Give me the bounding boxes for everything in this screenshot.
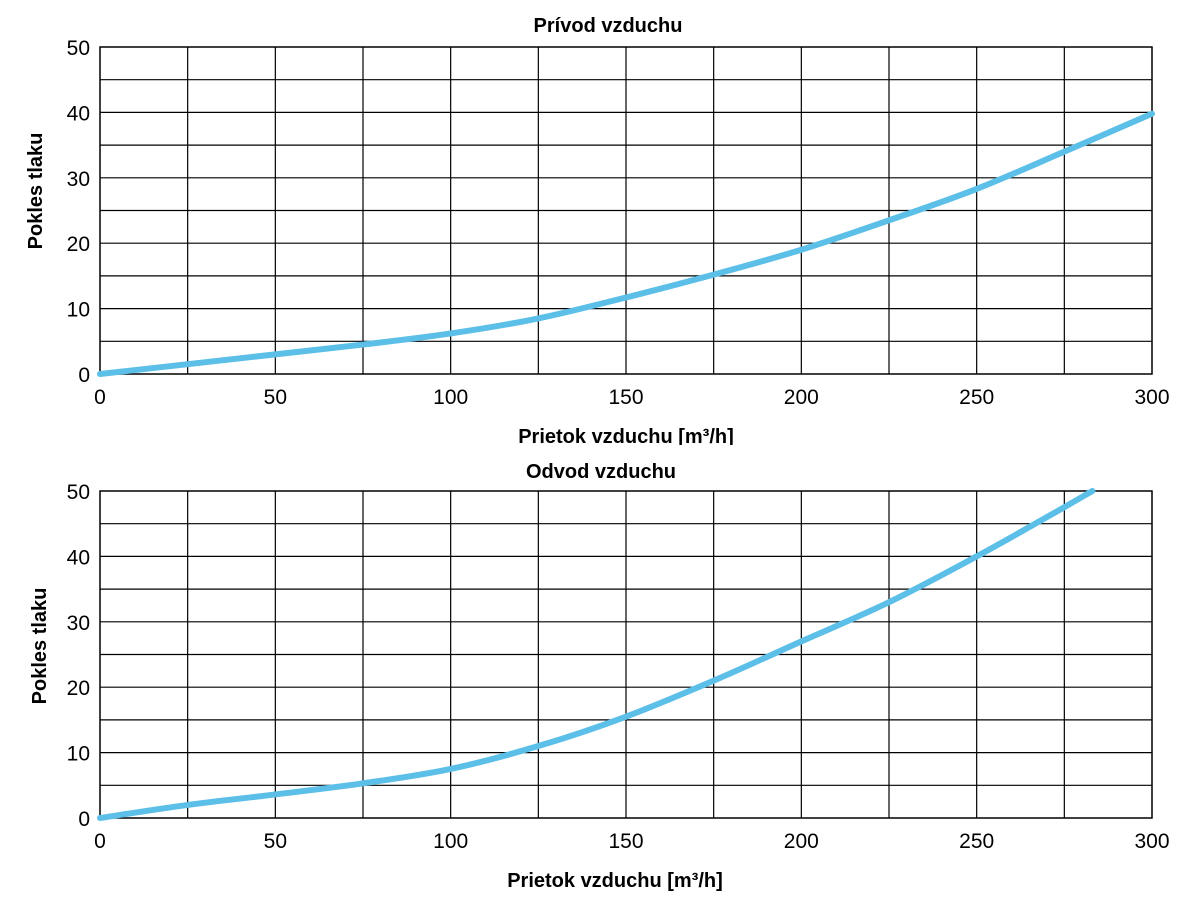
series-line <box>97 110 1155 377</box>
x-tick-label: 0 <box>94 830 106 853</box>
x-tick-label: 50 <box>264 830 287 853</box>
y-tick-label: 50 <box>67 37 90 60</box>
y-tick-label: 30 <box>67 612 90 635</box>
y-tick-label: 10 <box>67 743 90 766</box>
x-axis-label: Prietok vzduchu [m³/h] <box>518 426 734 445</box>
x-tick-label: 200 <box>784 830 819 853</box>
x-tick-label: 150 <box>608 830 643 853</box>
y-tick-label: 10 <box>67 299 90 322</box>
x-tick-label: 300 <box>1134 386 1169 409</box>
y-tick-label: 0 <box>78 364 90 387</box>
x-tick-label: 250 <box>959 386 994 409</box>
y-tick-label: 20 <box>67 677 90 700</box>
chart-title: Prívod vzduchu <box>534 15 683 37</box>
y-tick-label: 40 <box>67 546 90 569</box>
y-tick-label: 40 <box>67 102 90 125</box>
chart-privod: Prívod vzduchu Pokles tlaku Prietok vzdu… <box>0 0 1200 445</box>
x-tick-label: 200 <box>784 386 819 409</box>
x-tick-label: 250 <box>959 830 994 853</box>
x-tick-label: 300 <box>1134 830 1169 853</box>
x-axis-label: Prietok vzduchu [m³/h] <box>507 870 723 892</box>
y-tick-label: 50 <box>67 481 90 504</box>
chart-odvod: Odvod vzduchu Pokles tlaku Prietok vzduc… <box>0 445 1200 900</box>
x-tick-label: 150 <box>608 386 643 409</box>
plot-frame <box>99 490 1153 819</box>
chart-odvod-svg: Odvod vzduchu Pokles tlaku Prietok vzduc… <box>29 461 1170 892</box>
x-tick-label: 100 <box>433 830 468 853</box>
series-line <box>97 488 1096 821</box>
x-tick-label: 0 <box>94 386 106 409</box>
y-axis-label: Pokles tlaku <box>25 133 47 250</box>
chart-privod-svg: Prívod vzduchu Pokles tlaku Prietok vzdu… <box>25 15 1170 445</box>
y-tick-label: 30 <box>67 168 90 191</box>
y-axis-label: Pokles tlaku <box>29 588 51 705</box>
chart-title: Odvod vzduchu <box>526 461 676 483</box>
x-tick-label: 50 <box>264 386 287 409</box>
y-tick-label: 20 <box>67 233 90 256</box>
plot-frame <box>99 46 1153 375</box>
y-tick-label: 0 <box>78 808 90 831</box>
x-tick-label: 100 <box>433 386 468 409</box>
